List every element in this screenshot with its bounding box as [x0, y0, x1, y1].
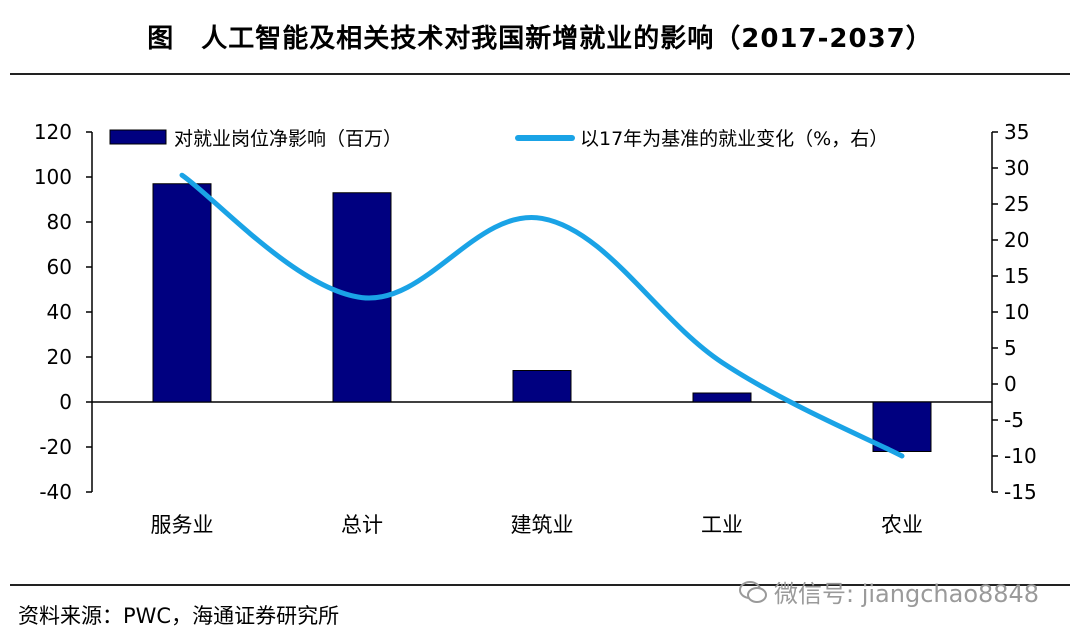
- title-divider: [10, 73, 1070, 75]
- watermark: 微信号: jiangchao8848: [738, 574, 1039, 609]
- left-tick-label: 60: [47, 255, 72, 279]
- bar-4: [872, 401, 932, 452]
- x-label-2: 建筑业: [511, 513, 574, 537]
- bar-2: [512, 370, 572, 403]
- right-tick-label: 5: [1004, 336, 1017, 360]
- left-tick-label: 120: [34, 120, 72, 144]
- right-tick-label: 10: [1004, 300, 1029, 324]
- left-tick-label: 80: [47, 210, 72, 234]
- right-tick-label: 30: [1004, 156, 1029, 180]
- left-tick-label: 40: [47, 300, 72, 324]
- right-tick-label: -5: [1004, 408, 1024, 432]
- wechat-icon: [739, 580, 767, 603]
- legend-line-label: 以17年为基准的就业变化（%，右）: [580, 128, 888, 150]
- line-series-path: [179, 172, 905, 459]
- bar-3: [692, 392, 752, 403]
- left-tick-label: 20: [47, 345, 72, 369]
- right-tick-label: 35: [1004, 120, 1029, 144]
- bar-series: [152, 183, 932, 452]
- x-label-3: 工业: [701, 513, 743, 537]
- left-tick-label: 100: [34, 165, 72, 189]
- x-label-0: 服务业: [151, 513, 214, 537]
- legend-bar-label: 对就业岗位净影响（百万）: [174, 128, 402, 150]
- watermark-text: 微信号: jiangchao8848: [774, 580, 1040, 608]
- x-axis-labels: 服务业 总计 建筑业 工业 农业: [151, 513, 924, 537]
- right-tick-label: 20: [1004, 228, 1029, 252]
- right-tick-label: 0: [1004, 372, 1017, 396]
- x-label-4: 农业: [881, 513, 923, 537]
- left-axis: 120 100 80 60 40 20 0 -20 -40: [34, 120, 992, 504]
- legend: 对就业岗位净影响（百万） 以17年为基准的就业变化（%，右）: [109, 128, 888, 150]
- right-tick-label: -10: [1004, 444, 1037, 468]
- right-tick-label: -15: [1004, 480, 1037, 504]
- chart: 120 100 80 60 40 20 0 -20 -40 35 30 25 20 15 10 5 0 -5 -1…: [34, 120, 1037, 537]
- chart-title: 图 人工智能及相关技术对我国新增就业的影响（2017-2037）: [147, 24, 933, 54]
- left-tick-label: -40: [39, 480, 72, 504]
- right-tick-label: 25: [1004, 192, 1029, 216]
- line-series: [179, 172, 905, 459]
- bar-0: [152, 183, 212, 403]
- right-tick-label: 15: [1004, 264, 1029, 288]
- source-note: 资料来源：PWC，海通证券研究所: [18, 604, 340, 628]
- x-label-1: 总计: [341, 513, 383, 537]
- source-divider: [10, 584, 1070, 586]
- left-tick-label: -20: [39, 435, 72, 459]
- right-axis: 35 30 25 20 15 10 5 0 -5 -10 -15: [991, 120, 1037, 504]
- legend-bar-swatch: [109, 129, 167, 145]
- left-tick-label: 0: [59, 390, 72, 414]
